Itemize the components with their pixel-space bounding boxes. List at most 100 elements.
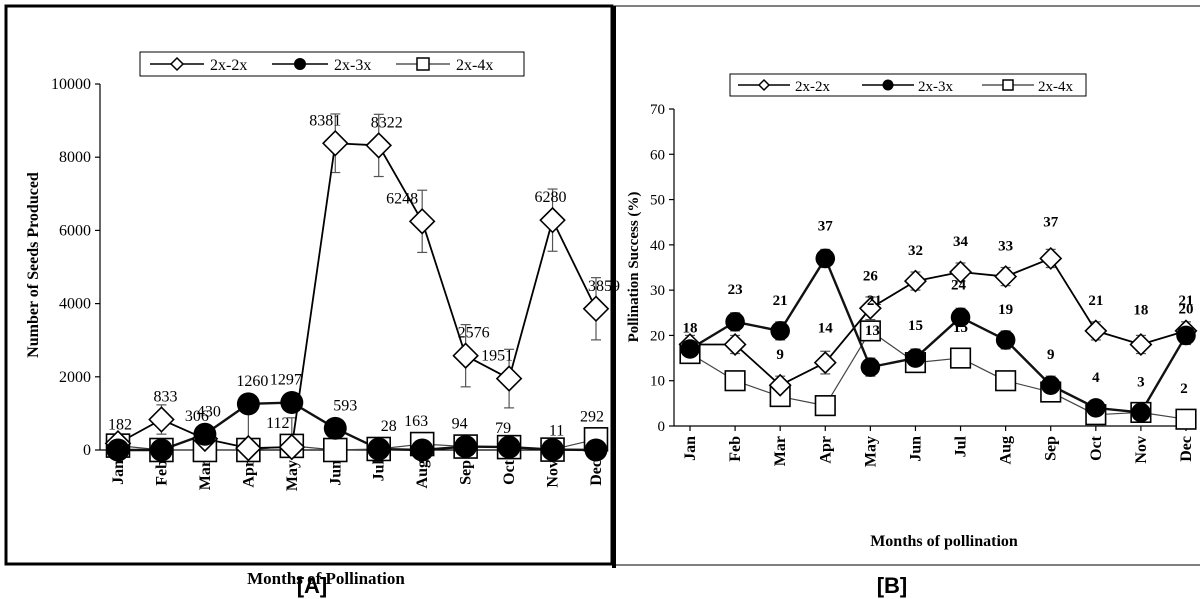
data-point-2x-3x	[367, 437, 391, 461]
data-label: 6248	[386, 190, 418, 207]
data-label: 15	[953, 320, 968, 336]
data-label: 163	[404, 413, 428, 430]
x-tick-label: Jul	[371, 459, 388, 481]
y-tick-label: 6000	[59, 222, 91, 239]
data-label: 3	[1137, 374, 1145, 390]
x-tick-label: Dec	[1178, 436, 1195, 462]
data-point-2x-3x	[149, 438, 173, 462]
data-label: 8322	[371, 114, 403, 131]
data-point-2x-2x	[365, 132, 393, 159]
panel-a-plot: 0 2000 4000 6000 8000 10000 Jan Feb Mar Apr May Jun…	[51, 76, 620, 491]
data-point-2x-2x	[235, 434, 262, 462]
data-label: 28	[381, 418, 397, 435]
data-point-2x-4x	[814, 395, 836, 417]
data-point-2x-2x	[768, 373, 792, 397]
legend-diamond-icon	[757, 78, 771, 92]
x-tick-label: Jan	[110, 460, 127, 485]
data-label: 21	[773, 293, 788, 309]
panel-b-y-axis-title: Pollination Success (%)	[626, 192, 642, 343]
legend-b-label-2x-4x: 2x-4x	[1038, 79, 1073, 95]
data-point-2x-2x	[1039, 246, 1063, 270]
data-label: 306	[185, 408, 209, 425]
data-point-2x-3x	[1131, 402, 1151, 423]
y-tick-label: 2000	[59, 369, 91, 386]
data-label: 9	[1047, 347, 1055, 363]
data-point-2x-2x	[452, 342, 479, 369]
data-point-2x-3x	[193, 422, 217, 446]
data-label: 23	[728, 282, 743, 298]
series-line-2x-4x	[689, 330, 1187, 420]
data-label: 79	[495, 420, 511, 437]
data-label: 9	[776, 347, 784, 363]
legend-a: 2x-2x 2x-3x 2x-4x	[139, 51, 525, 77]
data-point-2x-3x	[770, 321, 790, 341]
data-label: 37	[818, 218, 834, 234]
data-label: 2	[1180, 381, 1188, 397]
data-point-2x-3x	[995, 330, 1016, 350]
x-tick-label: Nov	[1133, 436, 1150, 464]
legend-b-label-2x-2x: 2x-2x	[795, 79, 830, 95]
data-label: 14	[818, 321, 834, 337]
x-tick-label: Apr	[817, 436, 834, 464]
legend-filled-circle-icon	[882, 79, 894, 91]
data-point-2x-2x	[903, 269, 927, 293]
data-point-2x-4x	[724, 370, 746, 392]
data-label: 182	[108, 416, 132, 433]
x-tick-label: Mar	[772, 436, 789, 466]
data-point-2x-3x	[454, 435, 478, 459]
legend-diamond-icon	[169, 56, 185, 72]
data-point-2x-3x	[1040, 375, 1061, 396]
data-label: 20	[1179, 301, 1194, 317]
x-tick-label: Aug	[414, 460, 431, 488]
data-label: 34	[953, 234, 969, 250]
panel-b-x-axis-title: Months of pollination	[870, 533, 1018, 550]
data-point-2x-2x	[723, 333, 747, 356]
legend-square-icon	[416, 57, 430, 71]
series-line-2x-2x	[690, 257, 1187, 387]
data-point-2x-2x	[1084, 319, 1108, 343]
data-point-2x-3x	[1176, 325, 1196, 346]
data-point-2x-2x	[148, 406, 175, 433]
data-label: 6280	[535, 189, 567, 206]
x-tick-label: May	[862, 436, 879, 467]
x-tick-label: Sep	[458, 460, 475, 485]
data-point-2x-4x	[1175, 408, 1197, 430]
y-tick-label: 0	[658, 419, 666, 435]
data-point-2x-3x	[725, 312, 745, 332]
data-label: 15	[908, 318, 923, 334]
data-point-2x-2x	[321, 129, 349, 157]
data-label: 13	[865, 323, 880, 339]
legend-b-item-2x-4x: 2x-4x	[982, 79, 1073, 95]
x-tick-label: Jan	[682, 436, 699, 461]
data-label: 11	[549, 423, 564, 440]
data-point-2x-3x	[236, 392, 260, 416]
x-tick-label: Oct	[1088, 435, 1105, 461]
y-tick-label: 10	[650, 374, 665, 390]
y-tick-label: 0	[83, 442, 91, 459]
x-tick-label: Aug	[998, 436, 1015, 464]
data-label: 1951	[481, 348, 513, 365]
y-tick-label: 30	[650, 283, 665, 299]
data-point-2x-3x	[905, 348, 926, 368]
panel-a-y-axis-title: Number of Seeds Produced	[25, 172, 42, 358]
data-point-2x-4x	[859, 320, 881, 342]
x-tick-label: Jun	[907, 436, 924, 462]
data-label: 593	[333, 397, 357, 414]
panel-a-x-axis-title: Months of Pollination	[247, 569, 405, 588]
data-point-2x-2x	[278, 433, 306, 461]
panel-b-caption: [B]	[877, 573, 908, 598]
data-point-2x-3x	[1086, 398, 1106, 418]
x-tick-label: Apr	[240, 460, 257, 488]
y-tick-label: 40	[650, 238, 665, 254]
y-tick-label: 10000	[51, 76, 91, 93]
y-tick-label: 60	[650, 147, 665, 163]
x-tick-label: Mar	[197, 460, 214, 490]
x-tick-label: Feb	[153, 460, 170, 486]
data-point-2x-3x	[323, 416, 347, 440]
data-label: 21	[867, 293, 882, 309]
data-point-2x-3x	[541, 438, 565, 462]
data-label: 4	[1092, 370, 1100, 386]
y-tick-label: 50	[650, 193, 665, 209]
legend-a-label-2x-3x: 2x-3x	[334, 57, 371, 74]
data-point-2x-2x	[1129, 333, 1153, 356]
